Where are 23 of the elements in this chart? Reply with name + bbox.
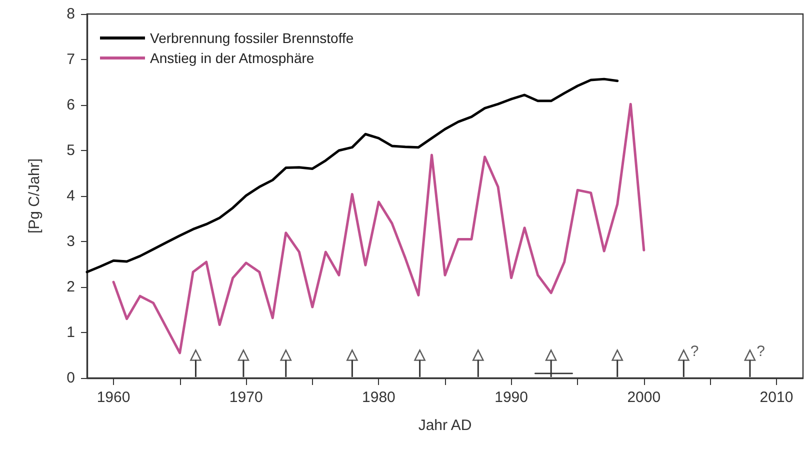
legend-label: Verbrennung fossiler Brennstoffe	[150, 30, 354, 46]
y-tick-label: 7	[66, 51, 75, 68]
y-tick-label: 3	[66, 233, 75, 250]
y-tick-label: 5	[66, 142, 75, 159]
data-label: ?	[756, 342, 765, 360]
line-series	[86, 78, 619, 274]
x-tick-label: 1970	[229, 389, 263, 406]
x-tick-label: 1980	[362, 389, 396, 406]
x-tick-label: 2010	[760, 389, 794, 406]
y-tick-label: 1	[66, 324, 75, 341]
legend-label: Anstieg in der Atmosphäre	[150, 50, 314, 66]
x-tick-label: 1990	[494, 389, 528, 406]
y-tick-label: 8	[66, 6, 75, 22]
data-label: ?	[690, 342, 699, 360]
x-axis-title: Jahr AD	[418, 417, 472, 434]
y-tick-label: 6	[66, 96, 75, 114]
line-series	[112, 102, 646, 354]
y-tick-label: 0	[66, 370, 75, 386]
y-tick-label: 2	[66, 278, 75, 296]
x-tick-label: 1960	[96, 389, 130, 406]
x-tick-label: 2000	[627, 389, 661, 406]
y-tick-label: 4	[66, 188, 75, 204]
y-axis-title: [Pg C/Jahr]	[26, 158, 43, 234]
